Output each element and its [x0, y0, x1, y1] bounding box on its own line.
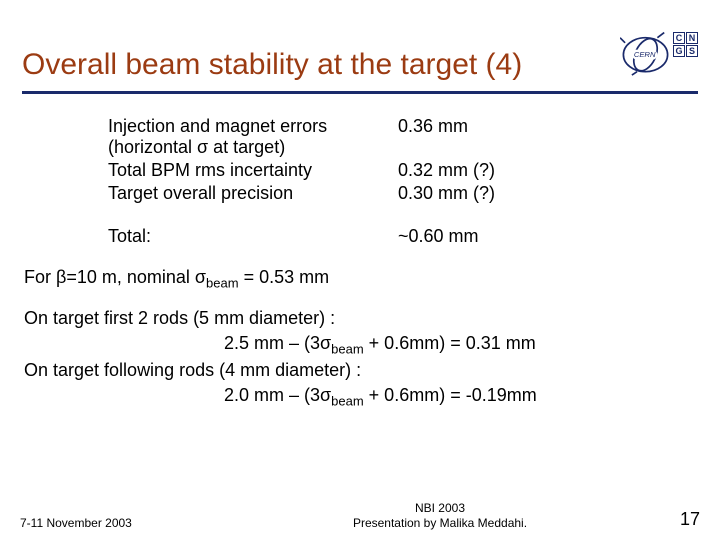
stability-table: Injection and magnet errors (horizontal …: [108, 116, 720, 247]
on-target-2: On target following rods (4 mm diameter)…: [24, 358, 696, 383]
cern-logo-icon: CERN: [620, 30, 671, 76]
table-row-value: 0.30 mm (?): [398, 183, 598, 204]
table-row-value: 0.32 mm (?): [398, 160, 598, 181]
cngs-grid-icon: C N G S: [673, 32, 698, 57]
table-row-label: Injection and magnet errors (horizontal …: [108, 116, 398, 158]
header-logo: CERN C N G S: [620, 30, 698, 82]
title-underline: [22, 91, 698, 94]
table-row-label: Target overall precision: [108, 183, 398, 204]
beta-line: For β=10 m, nominal σbeam = 0.53 mm: [24, 265, 696, 293]
table-row-label: Total BPM rms incertainty: [108, 160, 398, 181]
cngs-c: C: [673, 32, 685, 44]
formula-block: For β=10 m, nominal σbeam = 0.53 mm On t…: [24, 265, 696, 411]
table-total-value: ~0.60 mm: [398, 226, 598, 247]
cngs-g: G: [673, 45, 685, 57]
table-row-value: 0.36 mm: [398, 116, 598, 158]
on-target-2-calc: 2.0 mm – (3σbeam + 0.6mm) = -0.19mm: [24, 383, 696, 411]
cngs-s: S: [686, 45, 698, 57]
on-target-1-calc: 2.5 mm – (3σbeam + 0.6mm) = 0.31 mm: [24, 331, 696, 359]
footer-page-number: 17: [660, 509, 700, 530]
slide-title: Overall beam stability at the target (4): [22, 48, 620, 83]
footer: 7-11 November 2003 NBI 2003 Presentation…: [0, 501, 720, 530]
footer-date: 7-11 November 2003: [20, 516, 220, 530]
on-target-1: On target first 2 rods (5 mm diameter) :: [24, 306, 696, 331]
footer-center: NBI 2003 Presentation by Malika Meddahi.: [220, 501, 660, 530]
cngs-n: N: [686, 32, 698, 44]
table-total-label: Total:: [108, 226, 398, 247]
cern-label: CERN: [634, 50, 656, 59]
